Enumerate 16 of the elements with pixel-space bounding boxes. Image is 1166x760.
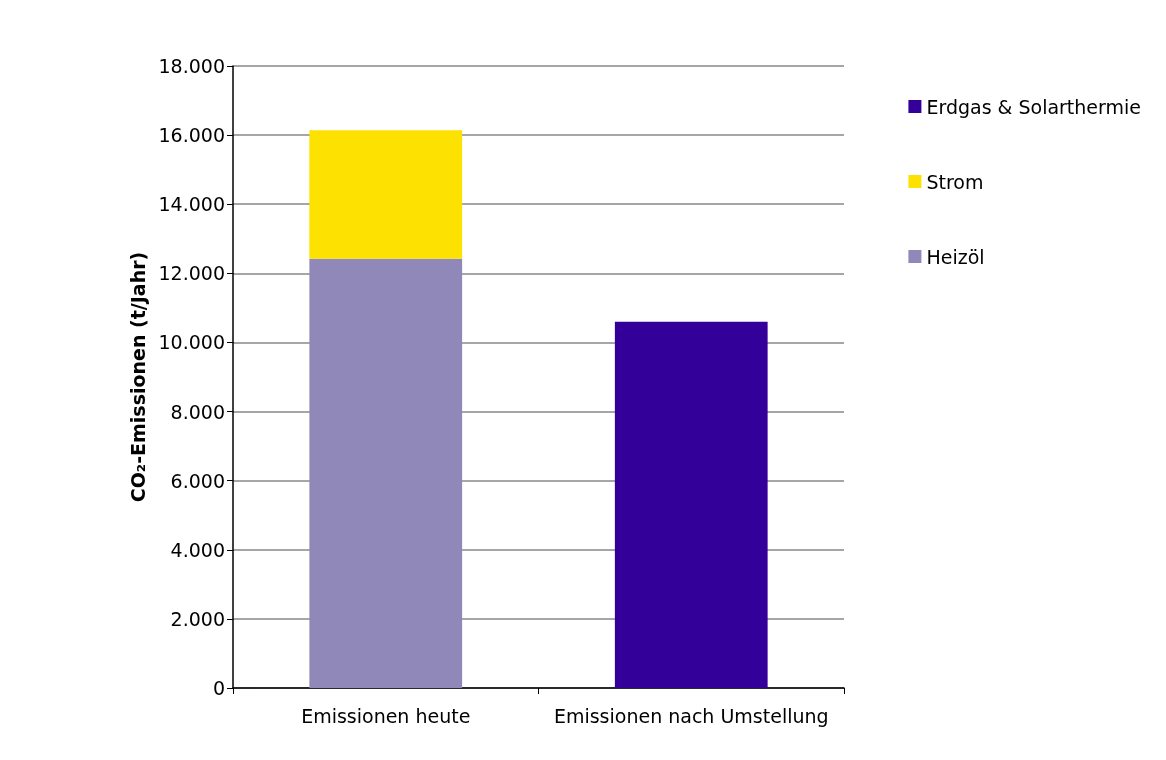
y-tick-label: 18.000 <box>158 55 225 77</box>
legend-label: Heizöl <box>926 245 985 268</box>
x-tick-label: Emissionen nach Umstellung <box>553 704 829 727</box>
y-tick-label: 10.000 <box>158 331 225 354</box>
y-tick-label: 6.000 <box>170 469 225 492</box>
y-tick-label: 16.000 <box>158 124 225 147</box>
y-tick-label: 0 <box>212 677 225 699</box>
x-tick-label: Emissionen heute <box>301 704 471 727</box>
y-tick-label: 8.000 <box>170 400 225 423</box>
y-tick-label: 4.000 <box>170 538 225 561</box>
legend-label: Erdgas & Solarthermie <box>926 95 1142 118</box>
y-tick-label: 2.000 <box>170 607 225 630</box>
y-tick-label: 14.000 <box>158 193 225 216</box>
legend-label: Strom <box>926 170 984 193</box>
y-tick-label: 12.000 <box>158 262 225 285</box>
y-axis-title: CO₂-Emissionen (t/Jahr) <box>127 251 150 503</box>
